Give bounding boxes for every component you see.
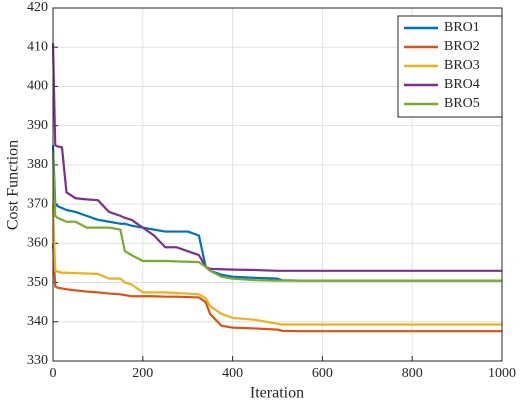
- legend-label: BRO3: [444, 58, 480, 73]
- data-line: [51, 43, 502, 272]
- x-tick-label: 0: [50, 366, 57, 381]
- y-tick-label: 420: [27, 0, 48, 15]
- x-tick-label: 1000: [488, 366, 516, 381]
- legend-label: BRO1: [444, 20, 480, 35]
- legend-label: BRO4: [444, 77, 480, 92]
- data-line: [51, 204, 502, 326]
- y-tick-label: 380: [27, 157, 48, 172]
- x-tick-label: 600: [312, 366, 333, 381]
- y-tick-label: 360: [27, 236, 48, 251]
- legend: BRO1 BRO2 BRO3 BRO4 BRO5: [397, 15, 503, 118]
- y-axis-label: Cost Function: [5, 140, 22, 230]
- legend-label: BRO5: [444, 96, 480, 111]
- x-tick-label: 200: [132, 366, 153, 381]
- y-tick-label: 340: [27, 314, 48, 329]
- x-tick-label: 400: [222, 366, 243, 381]
- y-tick-label: 370: [27, 196, 48, 211]
- legend-label: BRO2: [444, 39, 480, 54]
- y-tick-label: 390: [27, 118, 48, 133]
- y-tick-label: 400: [27, 79, 48, 94]
- y-tick-label: 350: [27, 275, 48, 290]
- data-line: [51, 243, 502, 333]
- x-tick-label: 800: [402, 366, 423, 381]
- data-line: [51, 153, 502, 282]
- axes-box: [52, 7, 503, 362]
- y-tick-label: 330: [27, 353, 48, 368]
- x-axis-label: Iteration: [250, 385, 304, 402]
- y-tick-label: 410: [27, 39, 48, 54]
